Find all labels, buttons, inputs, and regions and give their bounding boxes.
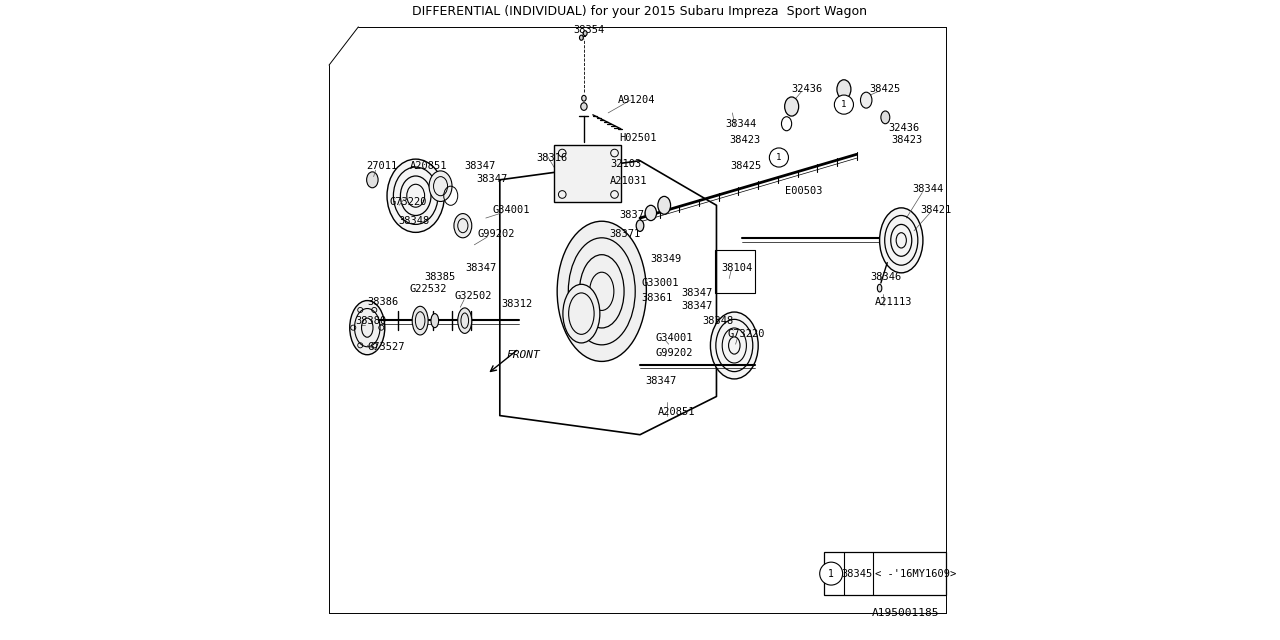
Text: 38349: 38349	[650, 255, 681, 264]
Ellipse shape	[860, 92, 872, 108]
Text: G73220: G73220	[389, 197, 428, 207]
Ellipse shape	[349, 301, 385, 355]
Text: 38312: 38312	[500, 299, 532, 309]
Text: 38425: 38425	[730, 161, 762, 171]
Bar	[716, 250, 755, 293]
Text: 38316: 38316	[536, 152, 568, 163]
Text: 38380: 38380	[355, 316, 387, 326]
Text: G99202: G99202	[477, 229, 515, 239]
Text: 38425: 38425	[869, 84, 901, 94]
Ellipse shape	[387, 159, 444, 232]
Text: H02501: H02501	[620, 133, 657, 143]
Text: 38386: 38386	[367, 297, 398, 307]
Ellipse shape	[557, 221, 646, 362]
Text: 38423: 38423	[892, 135, 923, 145]
Text: 38348: 38348	[398, 216, 429, 226]
Ellipse shape	[837, 80, 851, 99]
Ellipse shape	[458, 308, 472, 333]
Text: 38347: 38347	[476, 173, 507, 184]
Text: G32502: G32502	[454, 291, 492, 301]
Text: A20851: A20851	[658, 408, 695, 417]
Ellipse shape	[454, 214, 472, 238]
Ellipse shape	[431, 314, 439, 328]
Text: A195001185: A195001185	[872, 608, 940, 618]
Text: 38421: 38421	[920, 205, 951, 216]
Ellipse shape	[658, 196, 671, 214]
Text: G33001: G33001	[641, 278, 678, 288]
Text: G34001: G34001	[655, 333, 694, 343]
Text: A91204: A91204	[618, 95, 655, 105]
Text: G73527: G73527	[367, 342, 406, 352]
Ellipse shape	[412, 307, 428, 335]
Text: 38344: 38344	[726, 119, 756, 129]
Ellipse shape	[879, 208, 923, 273]
Text: 38345: 38345	[841, 568, 872, 579]
Circle shape	[835, 95, 854, 114]
Ellipse shape	[645, 205, 657, 221]
Ellipse shape	[636, 220, 644, 232]
Text: G99202: G99202	[655, 348, 694, 358]
Ellipse shape	[877, 284, 882, 292]
Ellipse shape	[581, 95, 586, 101]
Ellipse shape	[710, 312, 758, 379]
Text: G73220: G73220	[728, 329, 765, 339]
Text: 32103: 32103	[611, 159, 641, 169]
Text: 38361: 38361	[641, 292, 672, 303]
Ellipse shape	[429, 171, 452, 202]
Text: 38423: 38423	[730, 135, 760, 145]
Text: A21031: A21031	[611, 176, 648, 186]
Text: 1: 1	[776, 153, 782, 162]
Text: E00503: E00503	[785, 186, 822, 196]
Ellipse shape	[563, 284, 600, 343]
Bar	[823, 552, 946, 595]
Text: FRONT: FRONT	[506, 350, 540, 360]
Text: 27011: 27011	[366, 161, 397, 171]
Bar	[554, 145, 621, 202]
Ellipse shape	[584, 31, 588, 36]
Ellipse shape	[580, 35, 584, 40]
Text: 38346: 38346	[870, 271, 902, 282]
Text: < -'16MY1609>: < -'16MY1609>	[876, 568, 956, 579]
Text: 38104: 38104	[722, 263, 753, 273]
Text: 38354: 38354	[573, 25, 604, 35]
Text: 38370: 38370	[620, 210, 650, 220]
Text: 1: 1	[841, 100, 846, 109]
Ellipse shape	[581, 102, 588, 110]
Text: G34001: G34001	[493, 205, 530, 216]
Ellipse shape	[366, 172, 378, 188]
Text: 32436: 32436	[888, 122, 920, 132]
Text: 38347: 38347	[681, 288, 713, 298]
Ellipse shape	[881, 111, 890, 124]
Circle shape	[769, 148, 788, 167]
Text: 38344: 38344	[913, 184, 943, 195]
Text: A20851: A20851	[410, 161, 447, 171]
Text: 38348: 38348	[703, 316, 733, 326]
Text: 32436: 32436	[791, 84, 823, 94]
Text: 38347: 38347	[465, 161, 497, 171]
Ellipse shape	[785, 97, 799, 116]
Text: 38371: 38371	[609, 229, 641, 239]
Text: A21113: A21113	[874, 297, 911, 307]
Text: DIFFERENTIAL (INDIVIDUAL) for your 2015 Subaru Impreza  Sport Wagon: DIFFERENTIAL (INDIVIDUAL) for your 2015 …	[412, 4, 868, 17]
Text: 38347: 38347	[466, 263, 497, 273]
Text: 38385: 38385	[425, 271, 456, 282]
Text: G22532: G22532	[410, 284, 447, 294]
Text: 1: 1	[828, 568, 835, 579]
Circle shape	[819, 562, 842, 585]
Text: 38347: 38347	[681, 301, 713, 311]
Text: 38347: 38347	[645, 376, 676, 385]
